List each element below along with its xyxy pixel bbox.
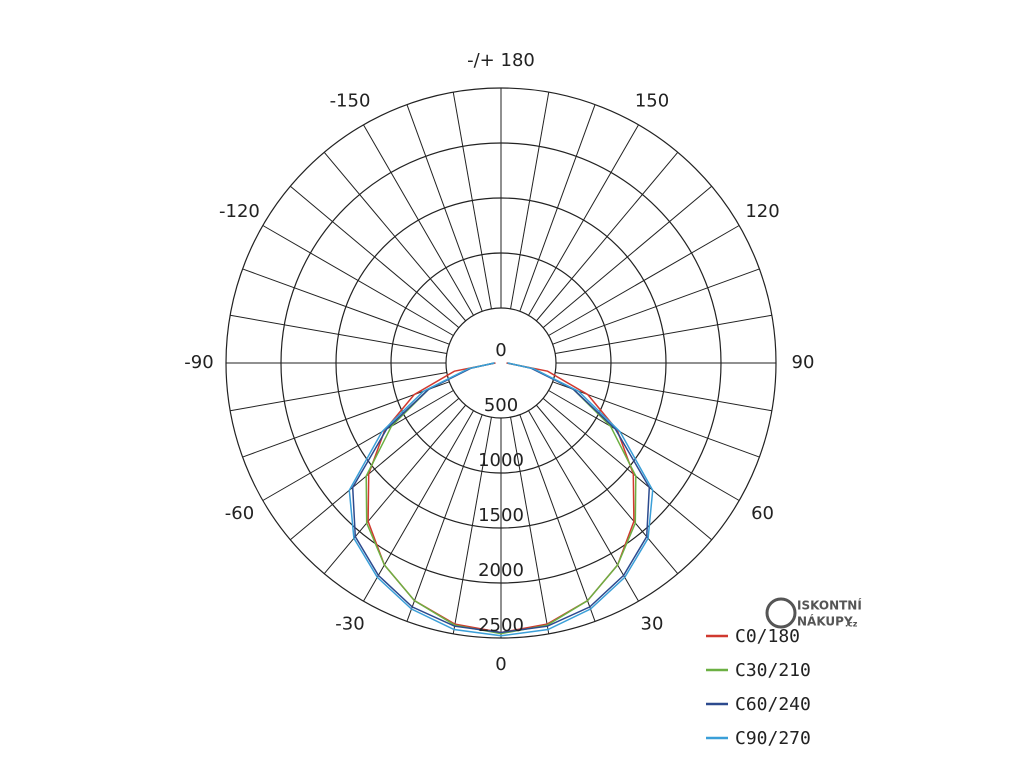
intensity-curve: [351, 362, 651, 634]
watermark-text: .cz: [845, 620, 858, 629]
grid-ring: [335, 197, 667, 529]
radial-tick-label: 2500: [478, 615, 524, 636]
angle-tick-label: 30: [641, 614, 664, 635]
watermark: ISKONTNÍ NÁKUPY .cz: [765, 597, 862, 629]
legend-label: C30/210: [735, 660, 811, 681]
angle-tick-label: -120: [219, 201, 260, 222]
angle-tick-label: 150: [635, 90, 669, 111]
angle-tick-label: -150: [330, 90, 371, 111]
angle-tick-label: -/+ 180: [467, 50, 535, 71]
grid-ring: [445, 307, 557, 419]
radial-tick-label: 0: [495, 340, 506, 361]
legend-label: C0/180: [735, 626, 800, 647]
radial-tick-label: 2000: [478, 560, 524, 581]
grid-ring: [280, 142, 722, 584]
radial-tick-label: 1000: [478, 450, 524, 471]
intensity-curve: [365, 362, 637, 635]
watermark-text: NÁKUPY: [797, 614, 853, 629]
watermark-text: ISKONTNÍ: [797, 598, 862, 613]
angle-tick-label: 0: [495, 654, 506, 675]
angle-tick-label: 90: [792, 352, 815, 373]
angle-tick-label: 120: [745, 201, 779, 222]
radial-tick-label: 500: [484, 395, 518, 416]
angle-tick-label: -30: [335, 614, 364, 635]
watermark-icon: [765, 597, 797, 629]
angle-tick-label: 60: [751, 503, 774, 524]
grid-ring: [225, 87, 777, 639]
intensity-curve: [348, 362, 654, 637]
angle-tick-label: -90: [184, 352, 213, 373]
legend-label: C90/270: [735, 728, 811, 749]
plot: C0/180C30/210C60/240C90/2700500100015002…: [184, 50, 814, 749]
angle-tick-label: -60: [225, 503, 254, 524]
grid-ring: [390, 252, 612, 474]
radial-tick-label: 1500: [478, 505, 524, 526]
legend-label: C60/240: [735, 694, 811, 715]
